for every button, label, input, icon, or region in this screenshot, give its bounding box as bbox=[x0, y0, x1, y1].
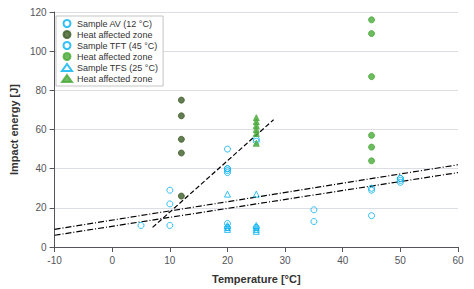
svg-text:Heat affected zone: Heat affected zone bbox=[77, 30, 152, 40]
svg-text:Heat affected zone: Heat affected zone bbox=[77, 52, 152, 62]
svg-text:100: 100 bbox=[30, 46, 47, 57]
svg-text:Heat affected zone: Heat affected zone bbox=[77, 74, 152, 84]
svg-text:Sample TFT (45 °C): Sample TFT (45 °C) bbox=[77, 41, 157, 51]
svg-text:20: 20 bbox=[222, 255, 234, 266]
svg-text:120: 120 bbox=[30, 7, 47, 18]
svg-text:80: 80 bbox=[35, 85, 47, 96]
svg-text:Sample TFS (25 °C): Sample TFS (25 °C) bbox=[77, 63, 158, 73]
svg-text:10: 10 bbox=[164, 255, 176, 266]
svg-text:Sample AV (12 °C): Sample AV (12 °C) bbox=[77, 19, 152, 29]
svg-text:Temperature [°C]: Temperature [°C] bbox=[212, 273, 301, 285]
svg-text:40: 40 bbox=[35, 163, 47, 174]
svg-text:Impact energy [J]: Impact energy [J] bbox=[8, 84, 20, 175]
svg-text:60: 60 bbox=[35, 124, 47, 135]
svg-text:40: 40 bbox=[337, 255, 349, 266]
svg-text:-10: -10 bbox=[47, 255, 62, 266]
svg-text:30: 30 bbox=[280, 255, 292, 266]
svg-text:0: 0 bbox=[41, 242, 47, 253]
svg-text:50: 50 bbox=[395, 255, 407, 266]
svg-text:20: 20 bbox=[35, 202, 47, 213]
svg-text:0: 0 bbox=[109, 255, 115, 266]
svg-text:60: 60 bbox=[452, 255, 464, 266]
